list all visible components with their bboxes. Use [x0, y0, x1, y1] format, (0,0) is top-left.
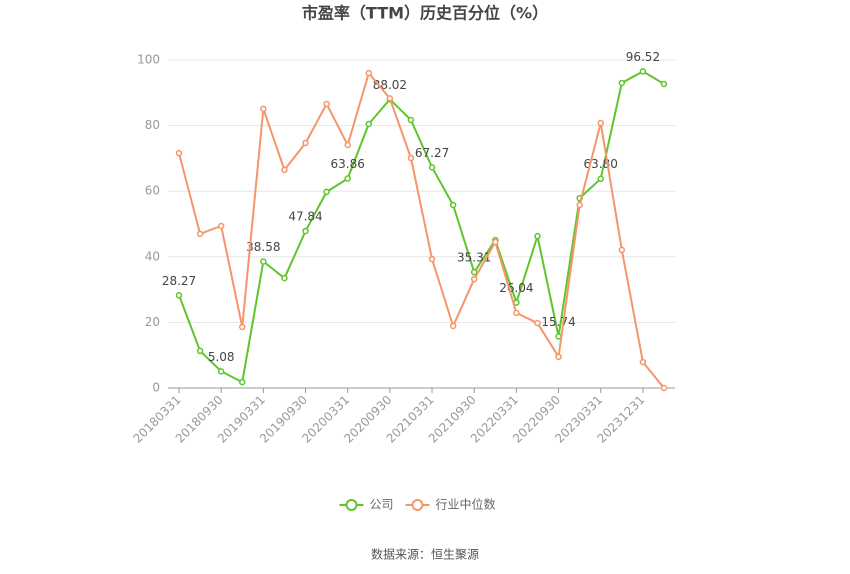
data-point — [407, 154, 415, 162]
data-point — [175, 292, 183, 299]
data-point — [618, 246, 626, 254]
data-label: 15.74 — [541, 315, 575, 329]
source: 数据来源：恒生聚源 — [371, 547, 479, 562]
data-label: 28.27 — [162, 274, 196, 288]
y-tick-label: 60 — [145, 184, 160, 198]
data-label: 67.27 — [415, 146, 449, 160]
data-point — [260, 258, 267, 265]
data-point — [407, 116, 415, 124]
data-point — [344, 141, 351, 149]
legend-label: 行业中位数 — [436, 497, 496, 512]
data-point — [239, 378, 246, 386]
data-point — [281, 166, 288, 174]
data-point — [302, 227, 309, 235]
data-point — [555, 353, 562, 361]
y-tick-label: 40 — [145, 249, 160, 263]
data-label: 26.04 — [499, 281, 533, 295]
data-label: 63.80 — [584, 157, 618, 171]
data-point — [260, 105, 267, 113]
data-point — [344, 175, 351, 182]
series-line — [178, 71, 665, 389]
data-point — [534, 232, 541, 240]
data-point — [470, 268, 478, 276]
data-point — [365, 120, 373, 128]
data-point — [217, 222, 225, 230]
data-label: 96.52 — [626, 50, 660, 64]
data-point — [618, 79, 626, 87]
data-point — [196, 230, 204, 238]
data-point — [302, 139, 309, 147]
data-point — [660, 384, 668, 392]
data-point — [217, 368, 225, 375]
data-point — [323, 188, 330, 196]
data-label: 35.31 — [457, 251, 491, 265]
data-label: 63.86 — [331, 157, 365, 171]
data-point — [428, 255, 436, 263]
legend-label: 公司 — [370, 498, 394, 512]
y-tick-label: 0 — [152, 381, 160, 395]
legend-marker — [411, 499, 424, 511]
data-point — [513, 309, 520, 317]
data-label: 47.84 — [288, 210, 322, 224]
data-point — [576, 201, 583, 209]
data-point — [386, 95, 394, 102]
data-point — [597, 175, 604, 182]
data-point — [323, 100, 330, 108]
data-point — [175, 149, 183, 157]
data-point — [660, 80, 668, 88]
legend-marker — [345, 499, 358, 511]
data-point — [449, 201, 457, 209]
data-point — [449, 322, 457, 330]
data-label: 5.08 — [208, 350, 235, 364]
data-label: 38.58 — [246, 240, 280, 254]
data-point — [428, 164, 436, 171]
data-point — [239, 323, 246, 331]
data-point — [639, 68, 647, 75]
y-tick-label: 80 — [145, 118, 160, 132]
data-point — [597, 119, 604, 127]
data-point — [534, 319, 541, 327]
chart-title: 市盈率（TTM）历史百分位（%） — [302, 4, 548, 23]
data-point — [196, 347, 204, 355]
data-point — [492, 238, 499, 246]
data-point — [639, 358, 647, 366]
data-point — [365, 69, 373, 77]
data-point — [281, 274, 288, 282]
data-point — [470, 275, 478, 283]
y-tick-label: 100 — [137, 53, 160, 67]
y-tick-label: 20 — [145, 315, 160, 329]
